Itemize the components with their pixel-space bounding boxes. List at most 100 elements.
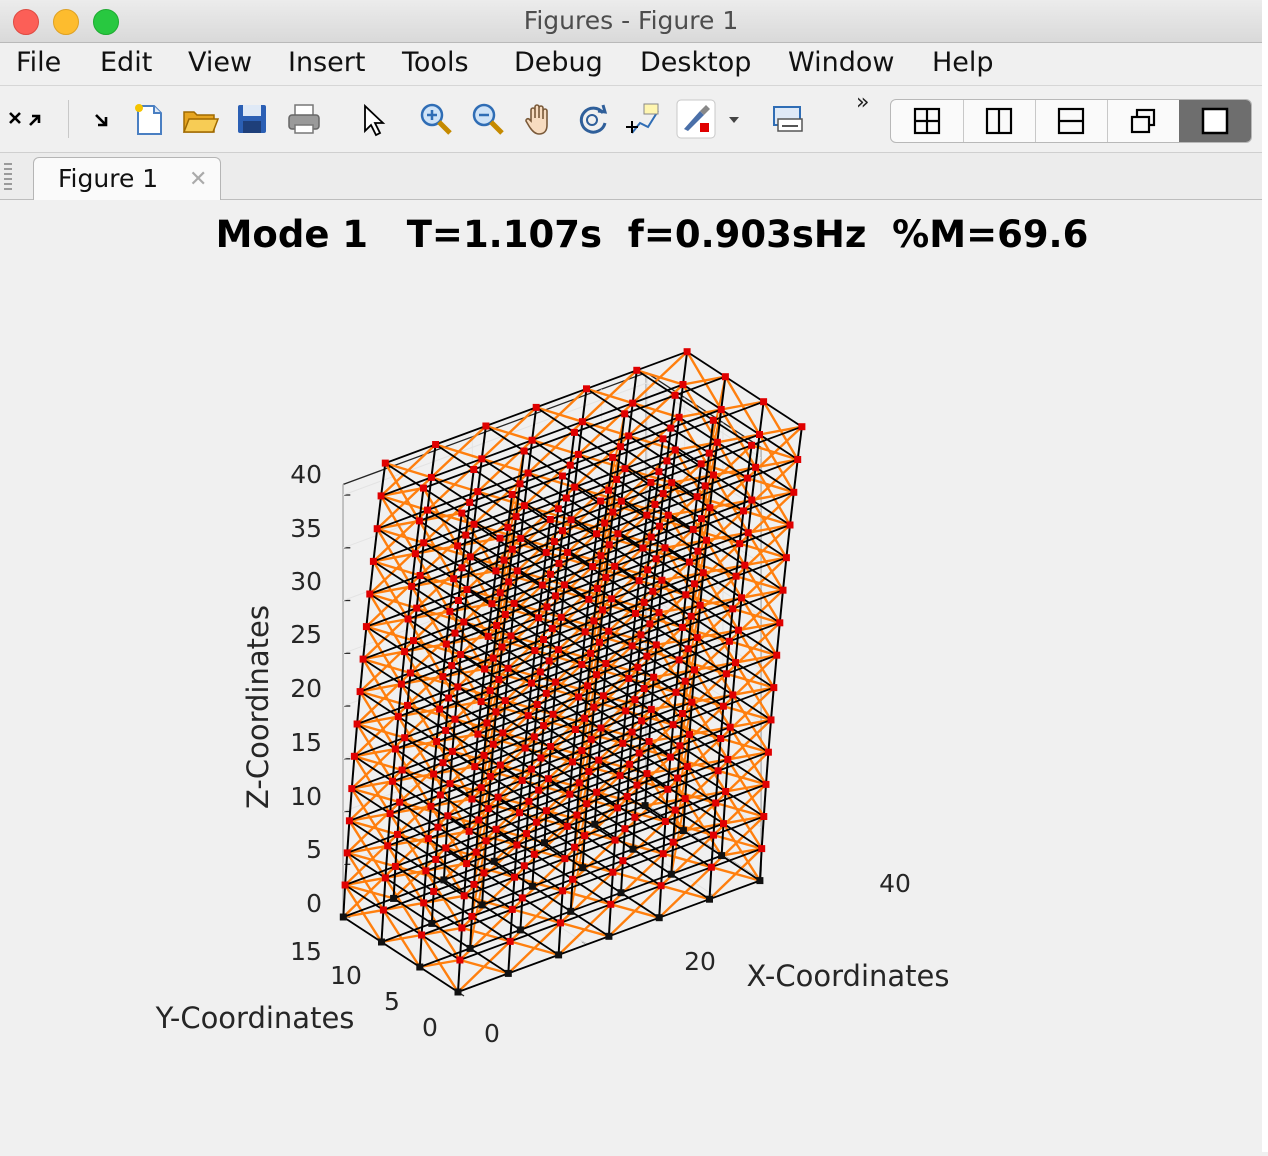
beam-member [612, 492, 664, 513]
menu-tools[interactable]: Tools [402, 47, 469, 78]
beam-member [483, 872, 523, 899]
toolbar-overflow-icon[interactable]: » [856, 90, 870, 115]
menu-debug[interactable]: Debug [514, 47, 603, 78]
node-marker [478, 455, 486, 463]
beam-member [389, 812, 429, 840]
print-icon[interactable] [284, 99, 324, 139]
beam-member [457, 526, 509, 547]
new-figure-icon[interactable] [128, 99, 168, 139]
menu-edit[interactable]: Edit [100, 47, 153, 78]
node-marker [712, 799, 720, 807]
title-bar[interactable]: Figures - Figure 1 [0, 0, 1262, 43]
beam-member [521, 761, 573, 782]
node-marker [404, 701, 411, 709]
tile-top-bottom-icon[interactable] [1035, 100, 1108, 142]
node-marker [404, 615, 412, 623]
node-marker [478, 901, 486, 909]
save-icon[interactable] [232, 99, 272, 139]
column-member [778, 590, 784, 623]
node-marker [729, 691, 737, 699]
zoom-in-icon[interactable] [416, 99, 456, 139]
node-marker [719, 702, 727, 710]
node-marker [513, 841, 521, 849]
node-marker [643, 770, 651, 778]
node-marker [626, 760, 634, 768]
tile-2x2-icon[interactable] [891, 100, 964, 142]
beam-member [404, 736, 444, 764]
beam-member [569, 464, 610, 491]
brush-dropdown-icon[interactable] [722, 99, 746, 139]
node-marker [667, 870, 675, 878]
beam-member [684, 797, 724, 825]
beam-member [573, 431, 614, 459]
node-marker [531, 647, 539, 654]
node-marker [798, 423, 806, 431]
link-plot-icon[interactable] [768, 99, 808, 139]
menu-file[interactable]: File [16, 47, 62, 78]
node-marker [709, 416, 717, 424]
menu-desktop[interactable]: Desktop [640, 47, 752, 78]
beam-member [670, 408, 722, 429]
column-member [468, 469, 475, 503]
open-file-icon[interactable] [180, 99, 220, 139]
structure-3d-plot[interactable]: 0 5 10 15 20 25 30 35 40 0 5 10 15 0 20 … [0, 200, 1262, 1152]
brace-member [349, 812, 391, 822]
beam-member [590, 634, 642, 655]
node-marker [489, 740, 497, 748]
undock-icon[interactable] [4, 99, 44, 139]
menu-view[interactable]: View [188, 47, 253, 78]
beam-member [471, 897, 523, 918]
menu-bar: File Edit View Insert Tools Debug Deskto… [0, 43, 1262, 86]
brush-icon[interactable] [676, 99, 716, 139]
brace-member [747, 476, 795, 494]
beam-member [640, 634, 680, 661]
beam-member [448, 697, 488, 724]
tile-left-right-icon[interactable] [963, 100, 1036, 142]
brace-member [376, 527, 425, 544]
column-member [758, 401, 765, 435]
node-marker [427, 802, 435, 810]
beam-member [678, 416, 718, 444]
brace-member [596, 511, 614, 589]
beam-member [477, 714, 529, 735]
maximize-layout-icon[interactable] [1179, 100, 1251, 142]
select-arrow-icon[interactable] [352, 99, 392, 139]
beam-member [449, 764, 501, 785]
node-marker [458, 924, 466, 932]
data-cursor-icon[interactable] [624, 99, 664, 139]
node-marker [494, 793, 502, 801]
column-member [394, 834, 399, 867]
column-member [557, 922, 562, 955]
column-member [519, 897, 524, 930]
beam-member [427, 819, 479, 840]
beam-member [466, 844, 518, 865]
node-marker [542, 807, 550, 815]
beam-member [362, 639, 414, 660]
beam-member [384, 462, 424, 489]
beam-member [691, 701, 731, 728]
minimize-window-button[interactable] [53, 9, 79, 35]
node-marker [377, 492, 385, 500]
brace-member [469, 872, 485, 949]
menu-help[interactable]: Help [932, 47, 994, 78]
close-tab-icon[interactable]: ✕ [189, 167, 208, 192]
rotate-3d-icon[interactable] [572, 99, 612, 139]
node-marker [483, 719, 491, 727]
tab-figure-1[interactable]: Figure 1 ✕ [33, 157, 221, 200]
node-marker [676, 742, 684, 750]
node-marker [688, 698, 696, 706]
maximize-window-button[interactable] [93, 9, 119, 35]
tab-grip-handle[interactable] [4, 163, 12, 191]
beam-member [712, 400, 764, 422]
node-marker [397, 680, 405, 688]
menu-window[interactable]: Window [788, 47, 895, 78]
beam-member [516, 825, 568, 846]
menu-insert[interactable]: Insert [288, 47, 366, 78]
pan-hand-icon[interactable] [520, 99, 560, 139]
float-windows-icon[interactable] [1107, 100, 1180, 142]
node-marker [538, 581, 546, 589]
dock-arrow-icon[interactable] [84, 99, 124, 139]
zoom-out-icon[interactable] [468, 99, 508, 139]
close-window-button[interactable] [13, 9, 39, 35]
beam-member [521, 897, 561, 924]
